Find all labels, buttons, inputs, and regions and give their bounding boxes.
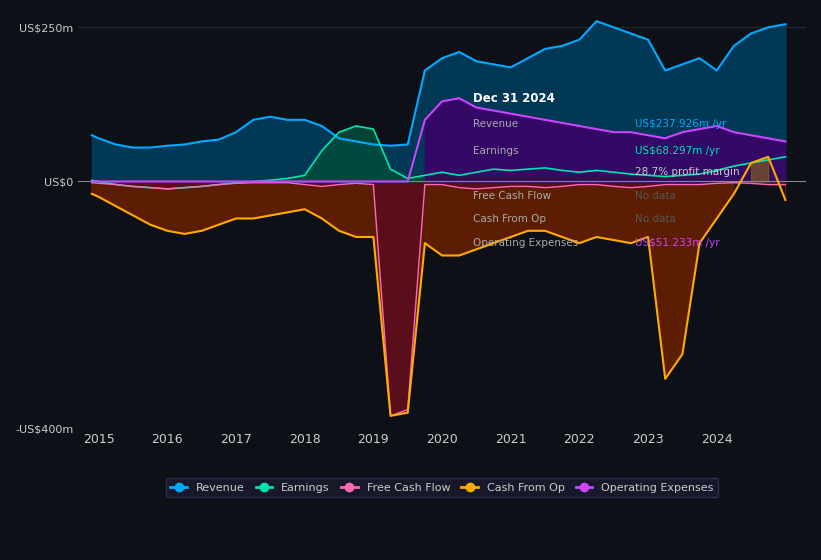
Text: US$237.926m /yr: US$237.926m /yr	[635, 119, 727, 129]
Text: Dec 31 2024: Dec 31 2024	[473, 92, 555, 105]
Text: Revenue: Revenue	[473, 119, 518, 129]
Text: US$68.297m /yr: US$68.297m /yr	[635, 146, 719, 156]
Legend: Revenue, Earnings, Free Cash Flow, Cash From Op, Operating Expenses: Revenue, Earnings, Free Cash Flow, Cash …	[166, 478, 718, 497]
Text: US$51.233m /yr: US$51.233m /yr	[635, 238, 719, 248]
Text: Cash From Op: Cash From Op	[473, 214, 546, 225]
Text: Earnings: Earnings	[473, 146, 518, 156]
Text: Free Cash Flow: Free Cash Flow	[473, 191, 551, 201]
Text: Operating Expenses: Operating Expenses	[473, 238, 578, 248]
Text: No data: No data	[635, 214, 676, 225]
Text: 28.7% profit margin: 28.7% profit margin	[635, 167, 740, 178]
Text: No data: No data	[635, 191, 676, 201]
